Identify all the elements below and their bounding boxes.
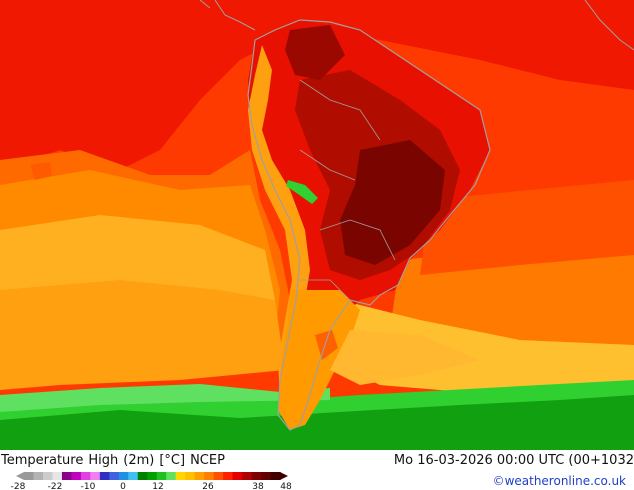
- legend-swatches: [16, 472, 288, 480]
- map-footer: Temperature High (2m) [°C] NCEP Mo 16-03-202…: [0, 450, 634, 490]
- legend-swatch: [194, 472, 205, 480]
- legend-swatch: [270, 472, 281, 480]
- legend-swatch: [71, 472, 82, 480]
- country-borders: [299, 79, 396, 301]
- legend-tick-label: -22: [48, 482, 63, 490]
- southern-light-green: [0, 384, 330, 412]
- atlantic-warm-zone: [420, 180, 634, 275]
- andes-green-spot: [286, 180, 318, 204]
- legend-tick-label: 48: [280, 482, 292, 490]
- pacific-cool-band: [0, 280, 285, 390]
- legend-swatch: [175, 472, 186, 480]
- title-part-model: NCEP: [190, 453, 225, 468]
- legend-swatch: [118, 472, 129, 480]
- legend-swatch: [213, 472, 224, 480]
- legend-swatch: [156, 472, 167, 480]
- legend-swatch: [166, 472, 177, 480]
- legend-swatch: [109, 472, 120, 480]
- legend-tick-label: 12: [152, 482, 163, 490]
- hot-north-zone: [0, 0, 634, 170]
- legend-swatch: [232, 472, 243, 480]
- legend-swatch: [137, 472, 148, 480]
- brazil-extreme-zone: [340, 140, 445, 265]
- color-legend: -28 -22 -10 0 12 26 38 48: [11, 472, 292, 490]
- legend-swatch: [185, 472, 196, 480]
- legend-swatch: [42, 472, 54, 480]
- legend-labels: -28 -22 -10 0 12 26 38 48: [11, 482, 292, 490]
- title-part-temperature: Temperature: [1, 453, 84, 468]
- amazon-hot-zone: [285, 25, 345, 80]
- legend-swatch: [204, 472, 215, 480]
- patagonia-land: [278, 290, 360, 430]
- central-america-coastline: [199, 0, 256, 31]
- legend-swatch: [33, 472, 44, 480]
- legend-swatch: [24, 472, 35, 480]
- legend-tick-label: 0: [120, 482, 126, 490]
- legend-swatch: [242, 472, 253, 480]
- legend-swatch: [147, 472, 158, 480]
- patagonia-warm-spot: [315, 330, 338, 360]
- africa-coastline: [584, 0, 634, 51]
- title-part-unit: [°C]: [159, 453, 186, 468]
- credit-link[interactable]: ©weatheronline.co.uk: [492, 474, 626, 488]
- legend-swatch: [223, 472, 234, 480]
- legend-swatch: [99, 472, 110, 480]
- legend-swatch: [80, 472, 91, 480]
- legend-arrow-right: [280, 472, 288, 480]
- legend-tick-label: 38: [252, 482, 264, 490]
- map-title: Temperature High (2m) [°C] NCEP: [1, 453, 230, 468]
- atlantic-south-yellow: [330, 330, 480, 385]
- legend-swatch: [251, 472, 262, 480]
- title-part-height: (2m): [123, 453, 155, 468]
- legend-swatch: [128, 472, 139, 480]
- southern-dark-green-band: [0, 395, 634, 450]
- legend-tick-label: -28: [11, 482, 26, 490]
- title-part-high: High: [88, 453, 119, 468]
- legend-tick-label: 26: [202, 482, 214, 490]
- legend-swatch: [61, 472, 72, 480]
- temperature-map: [0, 0, 634, 450]
- legend-swatch: [261, 472, 272, 480]
- forecast-datetime: Mo 16-03-2026 00:00 UTC (00+1032: [393, 453, 634, 468]
- pacific-hot-patch: [30, 162, 52, 180]
- legend-arrow-left: [16, 472, 24, 480]
- legend-swatch: [52, 472, 63, 480]
- legend-swatch: [90, 472, 101, 480]
- legend-tick-label: -10: [81, 482, 96, 490]
